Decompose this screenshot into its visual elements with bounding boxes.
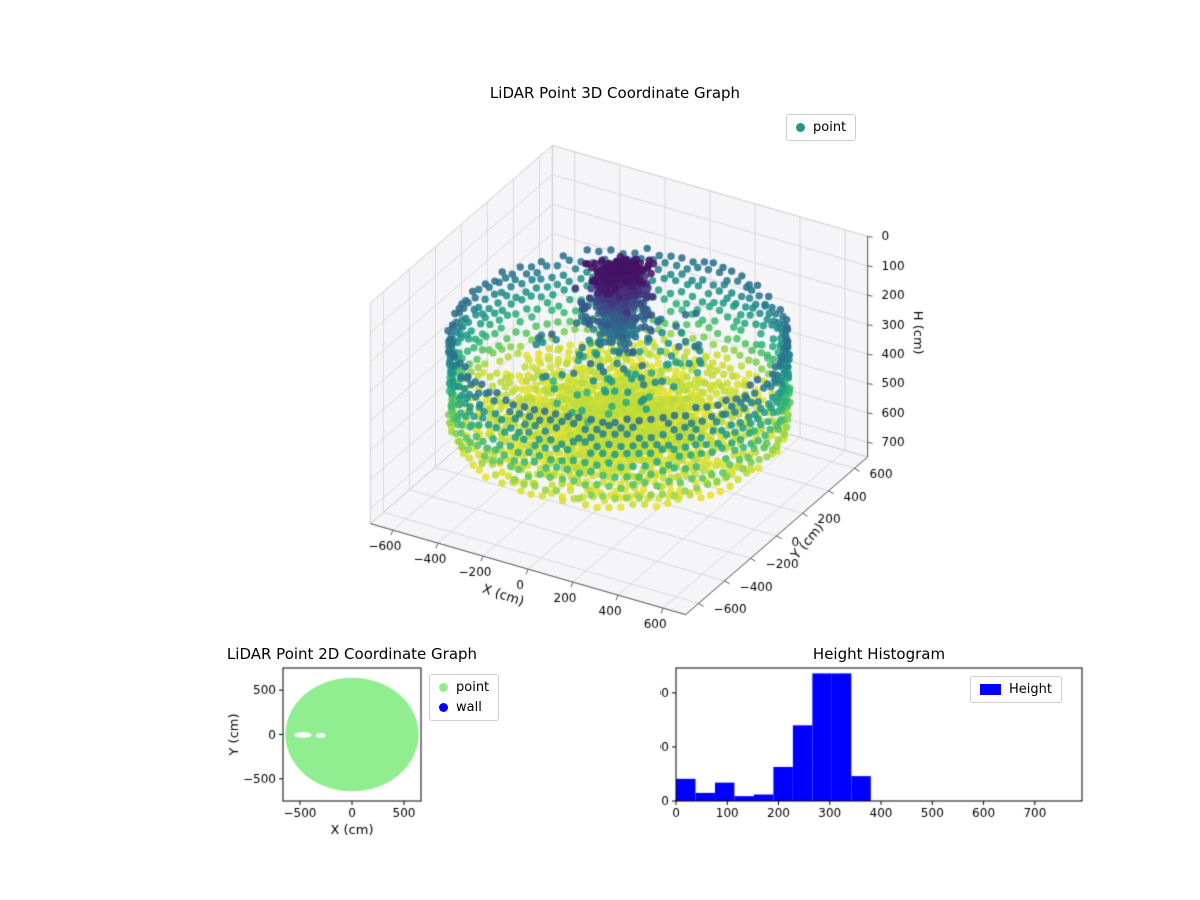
legend-label: wall (456, 700, 482, 715)
legend-item-point: point (796, 119, 846, 136)
height-marker-icon (980, 684, 1001, 695)
legend-histogram: Height (970, 676, 1062, 703)
wall-marker-icon (439, 703, 448, 712)
point-marker-icon (796, 123, 805, 132)
canvas-3d-scatter (320, 130, 960, 670)
point-marker-icon (439, 683, 448, 692)
legend-item-wall: wall (439, 699, 489, 716)
legend-3d: point (786, 114, 857, 141)
legend-item-point: point (439, 679, 489, 696)
legend-label: Height (1009, 682, 1052, 697)
legend-label: point (813, 120, 847, 135)
legend-2d: point wall (429, 674, 500, 721)
title-3d-plot: LiDAR Point 3D Coordinate Graph (489, 84, 741, 102)
legend-label: point (456, 680, 490, 695)
legend-item-height: Height (980, 681, 1052, 698)
